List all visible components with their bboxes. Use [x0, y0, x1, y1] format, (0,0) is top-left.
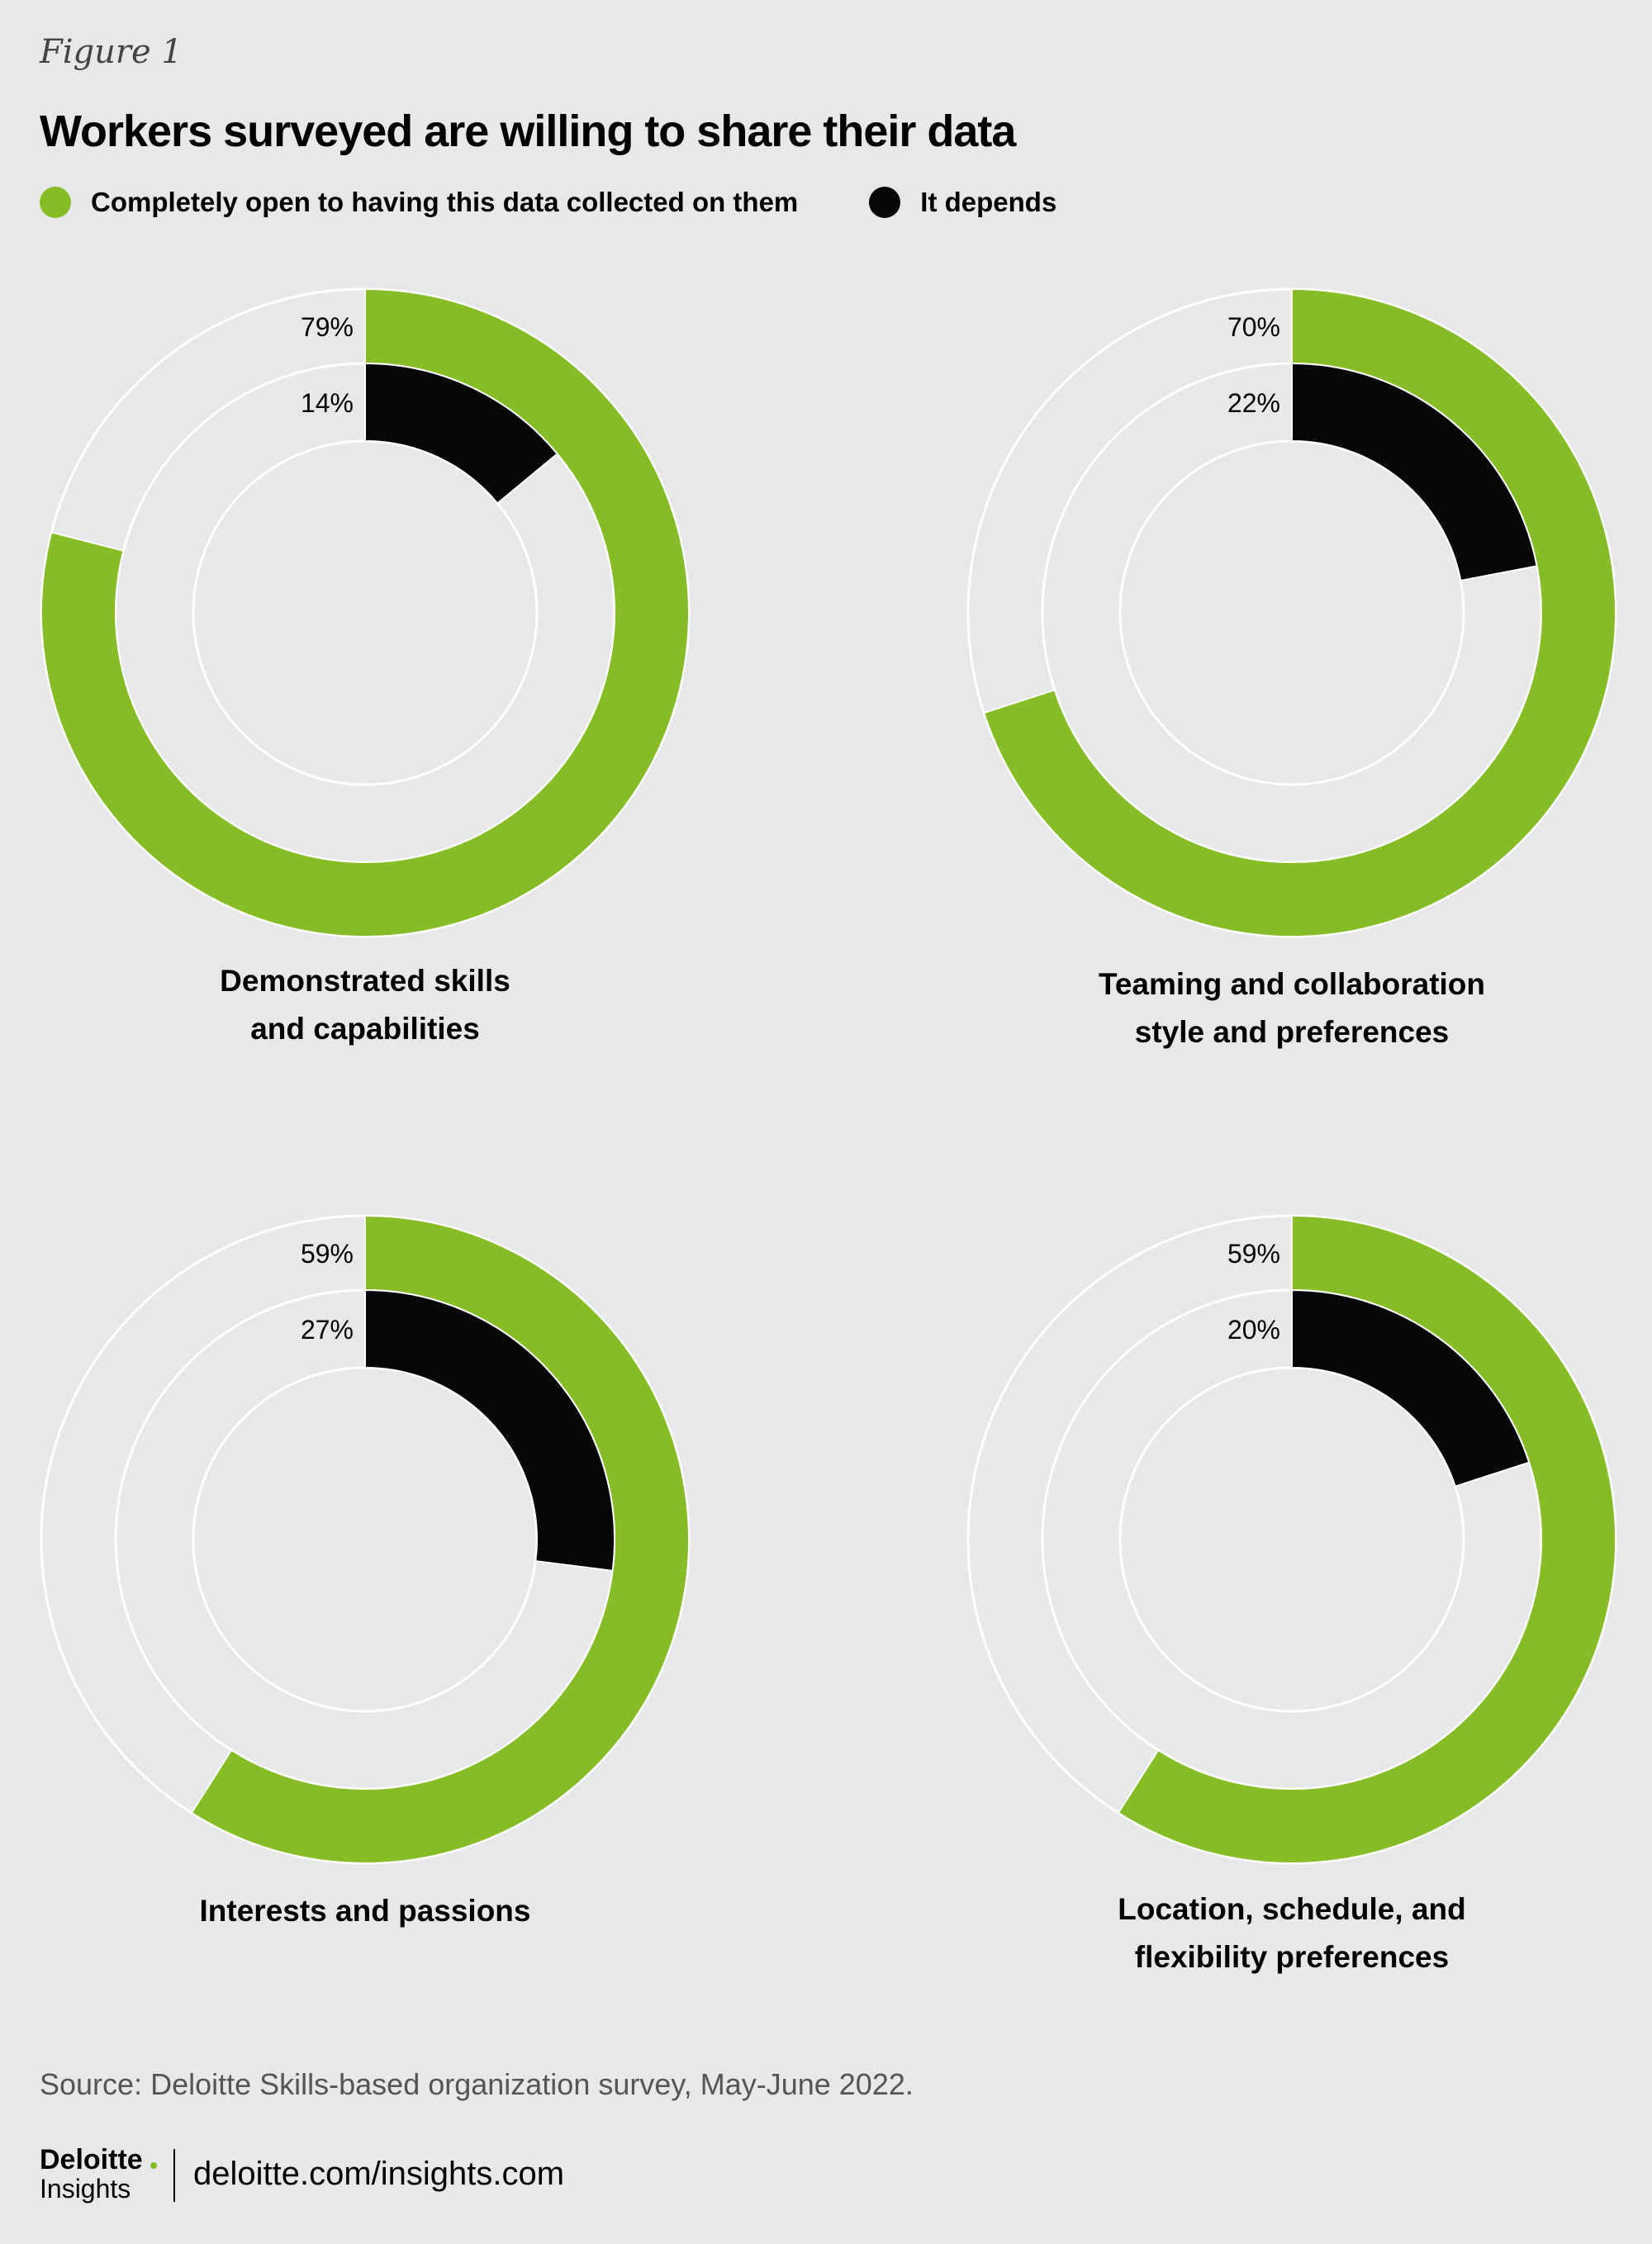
ring-outline — [192, 439, 539, 786]
donut-interests-and-passions: 59% 27% Interests and passions — [40, 1214, 691, 1928]
donut-location-schedule-and-flexibility-preferences: 59% 20% Location, schedule, and flexibility… — [966, 1214, 1617, 1974]
value-label-open: 70% — [1227, 312, 1280, 342]
donut-demonstrated-skills-and-capabilities: 79% 14% Demonstrated skills and capabilitie… — [40, 287, 691, 1046]
legend-item-open: Completely open to having this data coll… — [40, 187, 798, 218]
figure-label: Figure 1 — [40, 33, 183, 71]
category-label: style and preferences — [1135, 1015, 1449, 1049]
legend: Completely open to having this data coll… — [40, 187, 1056, 218]
category-label: flexibility preferences — [1135, 1940, 1449, 1974]
donut-teaming-and-collaboration-style-and-preferences: 70% 22% Teaming and collaboration style and… — [966, 287, 1617, 1049]
legend-label-depends: It depends — [920, 187, 1057, 217]
segment-open — [982, 287, 1616, 937]
category-label: and capabilities — [250, 1012, 480, 1046]
value-label-depends: 14% — [301, 388, 354, 418]
category-label: Teaming and collaboration — [1099, 967, 1485, 1001]
footer-divider — [173, 2149, 175, 2202]
brand-dot-icon — [150, 2162, 157, 2169]
segment-open — [1117, 1214, 1616, 1864]
segment-open — [40, 287, 690, 937]
brand-logo-text: Deloitte — [40, 2144, 143, 2175]
category-label: Interests and passions — [200, 1894, 531, 1928]
ring-outline — [1118, 439, 1465, 786]
value-label-depends: 27% — [301, 1315, 354, 1345]
value-label-open: 79% — [301, 312, 354, 342]
value-label-depends: 20% — [1227, 1315, 1280, 1345]
brand-sub: Insights — [40, 2174, 131, 2204]
ring-outline — [1118, 1366, 1465, 1713]
source-note: Source: Deloitte Skills-based organizati… — [40, 2067, 914, 2101]
legend-swatch-depends — [869, 187, 901, 218]
value-label-open: 59% — [1227, 1239, 1280, 1269]
category-label: Demonstrated skills — [220, 964, 510, 998]
segment-depends — [1291, 362, 1538, 582]
segment-depends — [1291, 1288, 1531, 1487]
chart-title: Workers surveyed are willing to share th… — [40, 107, 1016, 156]
legend-item-depends: It depends — [869, 187, 1056, 218]
segment-depends — [364, 1288, 615, 1572]
footer-site-link[interactable]: deloitte.com/insights.com — [193, 2156, 565, 2192]
category-label: Location, schedule, and — [1118, 1892, 1465, 1926]
footer: Deloitte Insights deloitte.com/insights.… — [40, 2144, 783, 2207]
value-label-open: 59% — [301, 1239, 354, 1269]
legend-label-open: Completely open to having this data coll… — [91, 187, 799, 217]
value-label-depends: 22% — [1227, 388, 1280, 418]
ring-outline — [192, 1366, 539, 1713]
legend-swatch-open — [40, 187, 71, 218]
segment-depends — [364, 362, 559, 505]
